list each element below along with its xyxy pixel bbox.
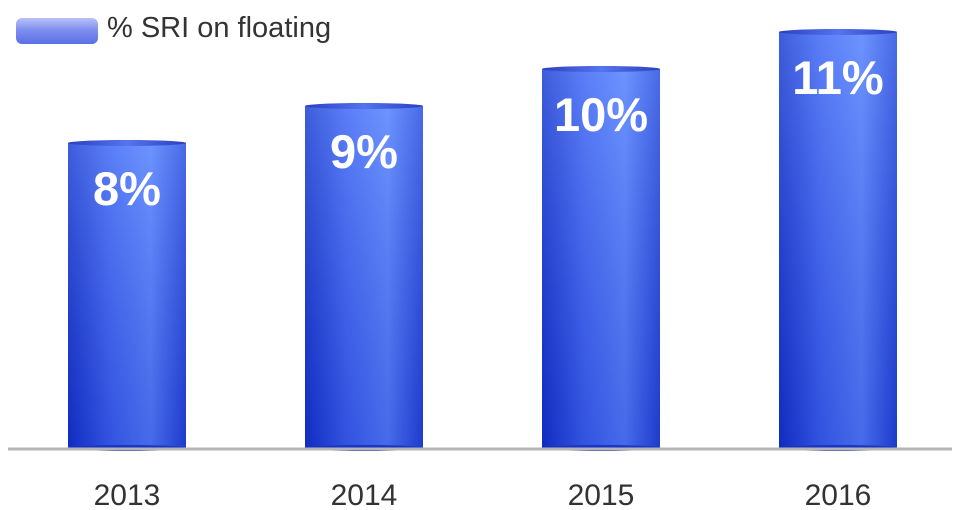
bar-shade bbox=[305, 106, 423, 449]
legend-label: % SRI on floating bbox=[107, 12, 332, 44]
bar-top-cap bbox=[305, 103, 423, 109]
bar-top-cap bbox=[68, 140, 186, 146]
bar-shade bbox=[542, 69, 660, 449]
bar-shade bbox=[779, 32, 897, 449]
data-label-2014: 9% bbox=[330, 125, 398, 178]
bars-layer bbox=[68, 29, 897, 451]
x-tick-label-2014: 2014 bbox=[331, 479, 398, 510]
bar-2013 bbox=[68, 140, 186, 451]
bar-2016 bbox=[779, 29, 897, 451]
x-tick-label-2015: 2015 bbox=[568, 479, 635, 510]
data-label-2016: 11% bbox=[792, 51, 883, 104]
bar-2015 bbox=[542, 66, 660, 451]
bar-shade bbox=[68, 143, 186, 449]
bar-top-cap bbox=[779, 29, 897, 35]
bar-top-cap bbox=[542, 66, 660, 72]
legend-swatch bbox=[16, 18, 98, 44]
data-label-2013: 8% bbox=[93, 162, 161, 215]
x-tick-label-2013: 2013 bbox=[94, 479, 161, 510]
labels-layer: 8% 2013 9% 2014 10% 2015 11% 2016 bbox=[93, 51, 884, 510]
x-tick-label-2016: 2016 bbox=[805, 479, 872, 510]
bar-2014 bbox=[305, 103, 423, 451]
data-label-2015: 10% bbox=[554, 88, 648, 141]
